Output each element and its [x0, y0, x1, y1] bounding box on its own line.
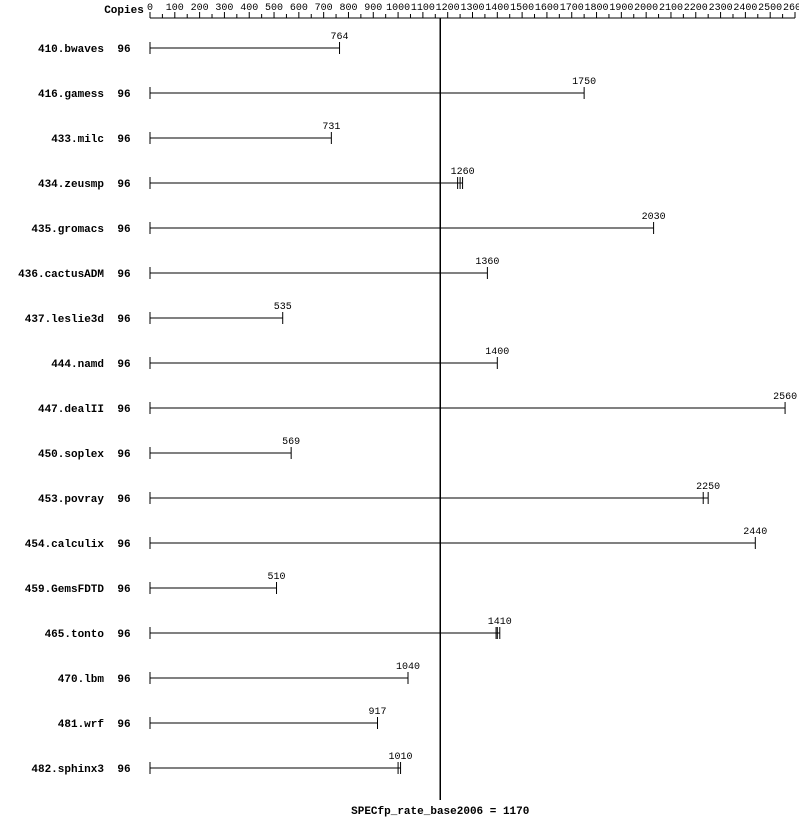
- axis-tick-label: 2300: [709, 3, 733, 14]
- benchmark-name: 435.gromacs: [31, 224, 104, 236]
- benchmark-name: 436.cactusADM: [18, 269, 104, 281]
- benchmark-value: 731: [322, 122, 340, 133]
- axis-tick-label: 900: [364, 3, 382, 14]
- benchmark-value: 569: [282, 437, 300, 448]
- benchmark-name: 410.bwaves: [38, 44, 104, 56]
- benchmark-name: 416.gamess: [38, 89, 104, 101]
- benchmark-copies: 96: [117, 134, 130, 146]
- axis-tick-label: 800: [339, 3, 357, 14]
- benchmark-name: 434.zeusmp: [38, 179, 104, 191]
- benchmark-value: 1410: [488, 617, 512, 628]
- axis-tick-label: 400: [240, 3, 258, 14]
- baseline-label: SPECfp_rate_base2006 = 1170: [351, 806, 529, 818]
- benchmark-copies: 96: [117, 269, 130, 281]
- axis-tick-label: 2100: [659, 3, 683, 14]
- benchmark-name: 481.wrf: [58, 719, 105, 731]
- benchmark-copies: 96: [117, 224, 130, 236]
- axis-tick-label: 300: [215, 3, 233, 14]
- benchmark-copies: 96: [117, 494, 130, 506]
- axis-tick-label: 1300: [460, 3, 484, 14]
- benchmark-name: 444.namd: [51, 359, 104, 371]
- benchmark-name: 447.dealII: [38, 404, 104, 416]
- axis-tick-label: 700: [315, 3, 333, 14]
- axis-tick-label: 100: [166, 3, 184, 14]
- benchmark-copies: 96: [117, 539, 130, 551]
- benchmark-value: 2560: [773, 392, 797, 403]
- axis-tick-label: 1400: [485, 3, 509, 14]
- benchmark-copies: 96: [117, 764, 130, 776]
- benchmark-name: 482.sphinx3: [31, 764, 104, 776]
- axis-tick-label: 1000: [386, 3, 410, 14]
- benchmark-value: 510: [268, 572, 286, 583]
- benchmark-copies: 96: [117, 314, 130, 326]
- axis-tick-label: 2500: [758, 3, 782, 14]
- benchmark-copies: 96: [117, 404, 130, 416]
- axis-tick-label: 1700: [560, 3, 584, 14]
- axis-tick-label: 2600: [783, 3, 799, 14]
- axis-tick-label: 1600: [535, 3, 559, 14]
- benchmark-copies: 96: [117, 44, 130, 56]
- benchmark-copies: 96: [117, 719, 130, 731]
- benchmark-name: 465.tonto: [45, 629, 105, 641]
- benchmark-copies: 96: [117, 179, 130, 191]
- benchmark-value: 1260: [451, 167, 475, 178]
- axis-tick-label: 200: [191, 3, 209, 14]
- axis-tick-label: 0: [147, 3, 153, 14]
- benchmark-value: 1750: [572, 77, 596, 88]
- benchmark-value: 2440: [743, 527, 767, 538]
- axis-tick-label: 1500: [510, 3, 534, 14]
- benchmark-value: 917: [368, 707, 386, 718]
- benchmark-copies: 96: [117, 674, 130, 686]
- axis-tick-label: 1100: [411, 3, 435, 14]
- benchmark-copies: 96: [117, 629, 130, 641]
- benchmark-value: 2030: [642, 212, 666, 223]
- axis-tick-label: 500: [265, 3, 283, 14]
- benchmark-copies: 96: [117, 359, 130, 371]
- axis-tick-label: 1200: [436, 3, 460, 14]
- benchmark-name: 459.GemsFDTD: [25, 584, 105, 596]
- benchmark-name: 453.povray: [38, 494, 104, 506]
- axis-tick-label: 2000: [634, 3, 658, 14]
- axis-tick-label: 600: [290, 3, 308, 14]
- copies-header: Copies: [104, 5, 144, 17]
- axis-tick-label: 2400: [733, 3, 757, 14]
- axis-tick-label: 1800: [585, 3, 609, 14]
- axis-tick-label: 2200: [684, 3, 708, 14]
- benchmark-value: 535: [274, 302, 292, 313]
- benchmark-copies: 96: [117, 89, 130, 101]
- benchmark-copies: 96: [117, 449, 130, 461]
- benchmark-value: 764: [331, 32, 349, 43]
- benchmark-value: 1360: [475, 257, 499, 268]
- benchmark-name: 454.calculix: [25, 539, 105, 551]
- benchmark-value: 1010: [389, 752, 413, 763]
- benchmark-name: 450.soplex: [38, 449, 104, 461]
- benchmark-value: 1040: [396, 662, 420, 673]
- axis-tick-label: 1900: [609, 3, 633, 14]
- benchmark-value: 2250: [696, 482, 720, 493]
- benchmark-name: 470.lbm: [58, 674, 105, 686]
- benchmark-name: 437.leslie3d: [25, 314, 104, 326]
- benchmark-copies: 96: [117, 584, 130, 596]
- spec-chart: 0 100 200 300 400 500 600 700 800 900 100011001200…: [0, 0, 799, 831]
- benchmark-value: 1400: [485, 347, 509, 358]
- benchmark-name: 433.milc: [51, 134, 104, 146]
